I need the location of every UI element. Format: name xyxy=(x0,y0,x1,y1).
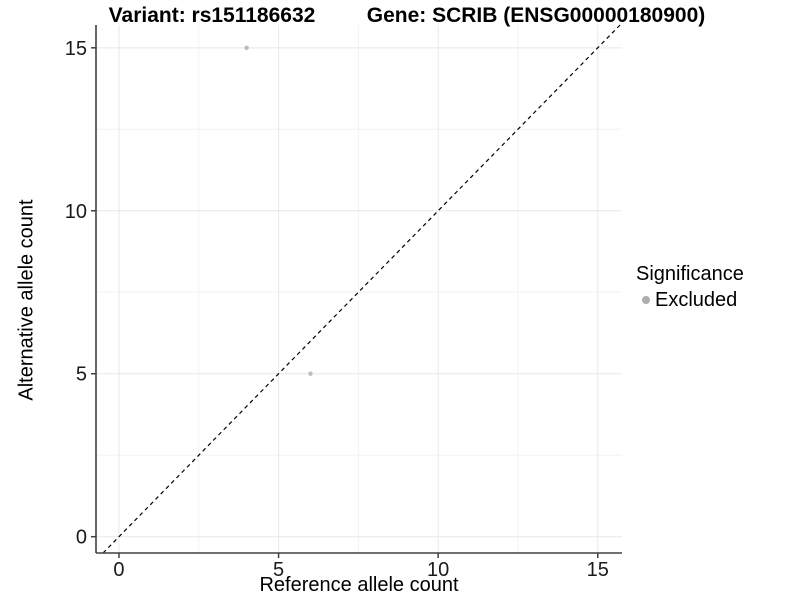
y-tick-label: 5 xyxy=(76,364,87,386)
x-tick-label: 15 xyxy=(587,559,609,581)
y-tick-label: 0 xyxy=(76,527,87,549)
data-point xyxy=(244,45,249,51)
x-tick-label: 10 xyxy=(427,559,449,581)
legend-point-icon xyxy=(642,296,650,304)
legend-title: Significance xyxy=(636,263,744,285)
legend-item-label: Excluded xyxy=(655,289,738,311)
variant-title: Variant: rs151186632 xyxy=(108,4,316,27)
x-axis-title: Reference allele count xyxy=(259,574,459,596)
x-tick-label: 5 xyxy=(273,559,284,581)
y-axis-title: Alternative allele count xyxy=(15,199,38,401)
gene-title: Gene: SCRIB (ENSG00000180900) xyxy=(366,4,706,27)
y-tick-label: 15 xyxy=(65,38,87,60)
data-point xyxy=(308,371,313,376)
x-tick-label: 0 xyxy=(113,559,124,581)
legend-item-excluded: Excluded xyxy=(636,288,744,312)
legend: Significance Excluded xyxy=(636,262,744,312)
identity-dashed-line xyxy=(102,24,621,554)
y-tick-label: 10 xyxy=(65,201,87,223)
